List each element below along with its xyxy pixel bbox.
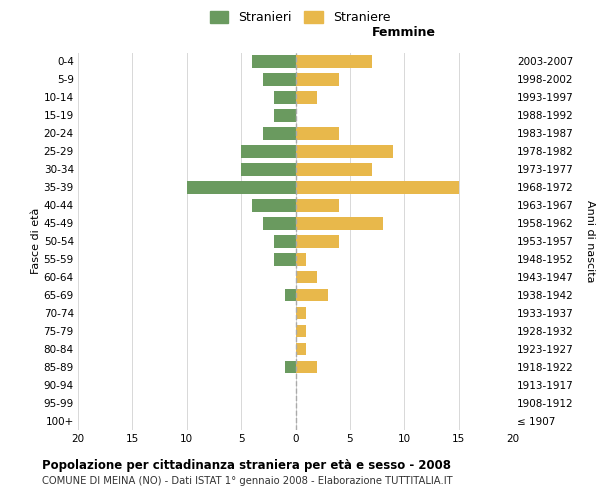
Bar <box>187 181 296 194</box>
Bar <box>263 217 296 230</box>
Bar <box>296 217 383 230</box>
Text: Popolazione per cittadinanza straniera per età e sesso - 2008: Popolazione per cittadinanza straniera p… <box>42 460 451 472</box>
Bar <box>296 325 307 338</box>
Bar <box>296 73 339 86</box>
Bar <box>296 307 307 320</box>
Bar <box>274 235 296 248</box>
Y-axis label: Fasce di età: Fasce di età <box>31 208 41 274</box>
Bar <box>296 361 317 374</box>
Bar <box>296 235 339 248</box>
Bar <box>296 271 317 283</box>
Bar <box>296 199 339 211</box>
Bar <box>284 361 296 374</box>
Bar <box>274 253 296 266</box>
Bar <box>296 55 371 68</box>
Bar <box>296 289 328 302</box>
Text: COMUNE DI MEINA (NO) - Dati ISTAT 1° gennaio 2008 - Elaborazione TUTTITALIA.IT: COMUNE DI MEINA (NO) - Dati ISTAT 1° gen… <box>42 476 452 486</box>
Bar <box>296 253 307 266</box>
Bar <box>274 109 296 122</box>
Text: Femmine: Femmine <box>372 26 436 40</box>
Bar <box>274 91 296 104</box>
Bar <box>241 145 296 158</box>
Bar <box>296 91 317 104</box>
Bar <box>252 55 296 68</box>
Bar <box>263 73 296 86</box>
Y-axis label: Anni di nascita: Anni di nascita <box>585 200 595 282</box>
Bar <box>296 181 458 194</box>
Bar <box>241 163 296 175</box>
Bar <box>252 199 296 211</box>
Bar <box>263 127 296 140</box>
Legend: Stranieri, Straniere: Stranieri, Straniere <box>205 6 395 29</box>
Bar <box>284 289 296 302</box>
Bar <box>296 163 371 175</box>
Bar <box>296 343 307 355</box>
Bar <box>296 127 339 140</box>
Bar <box>296 145 394 158</box>
